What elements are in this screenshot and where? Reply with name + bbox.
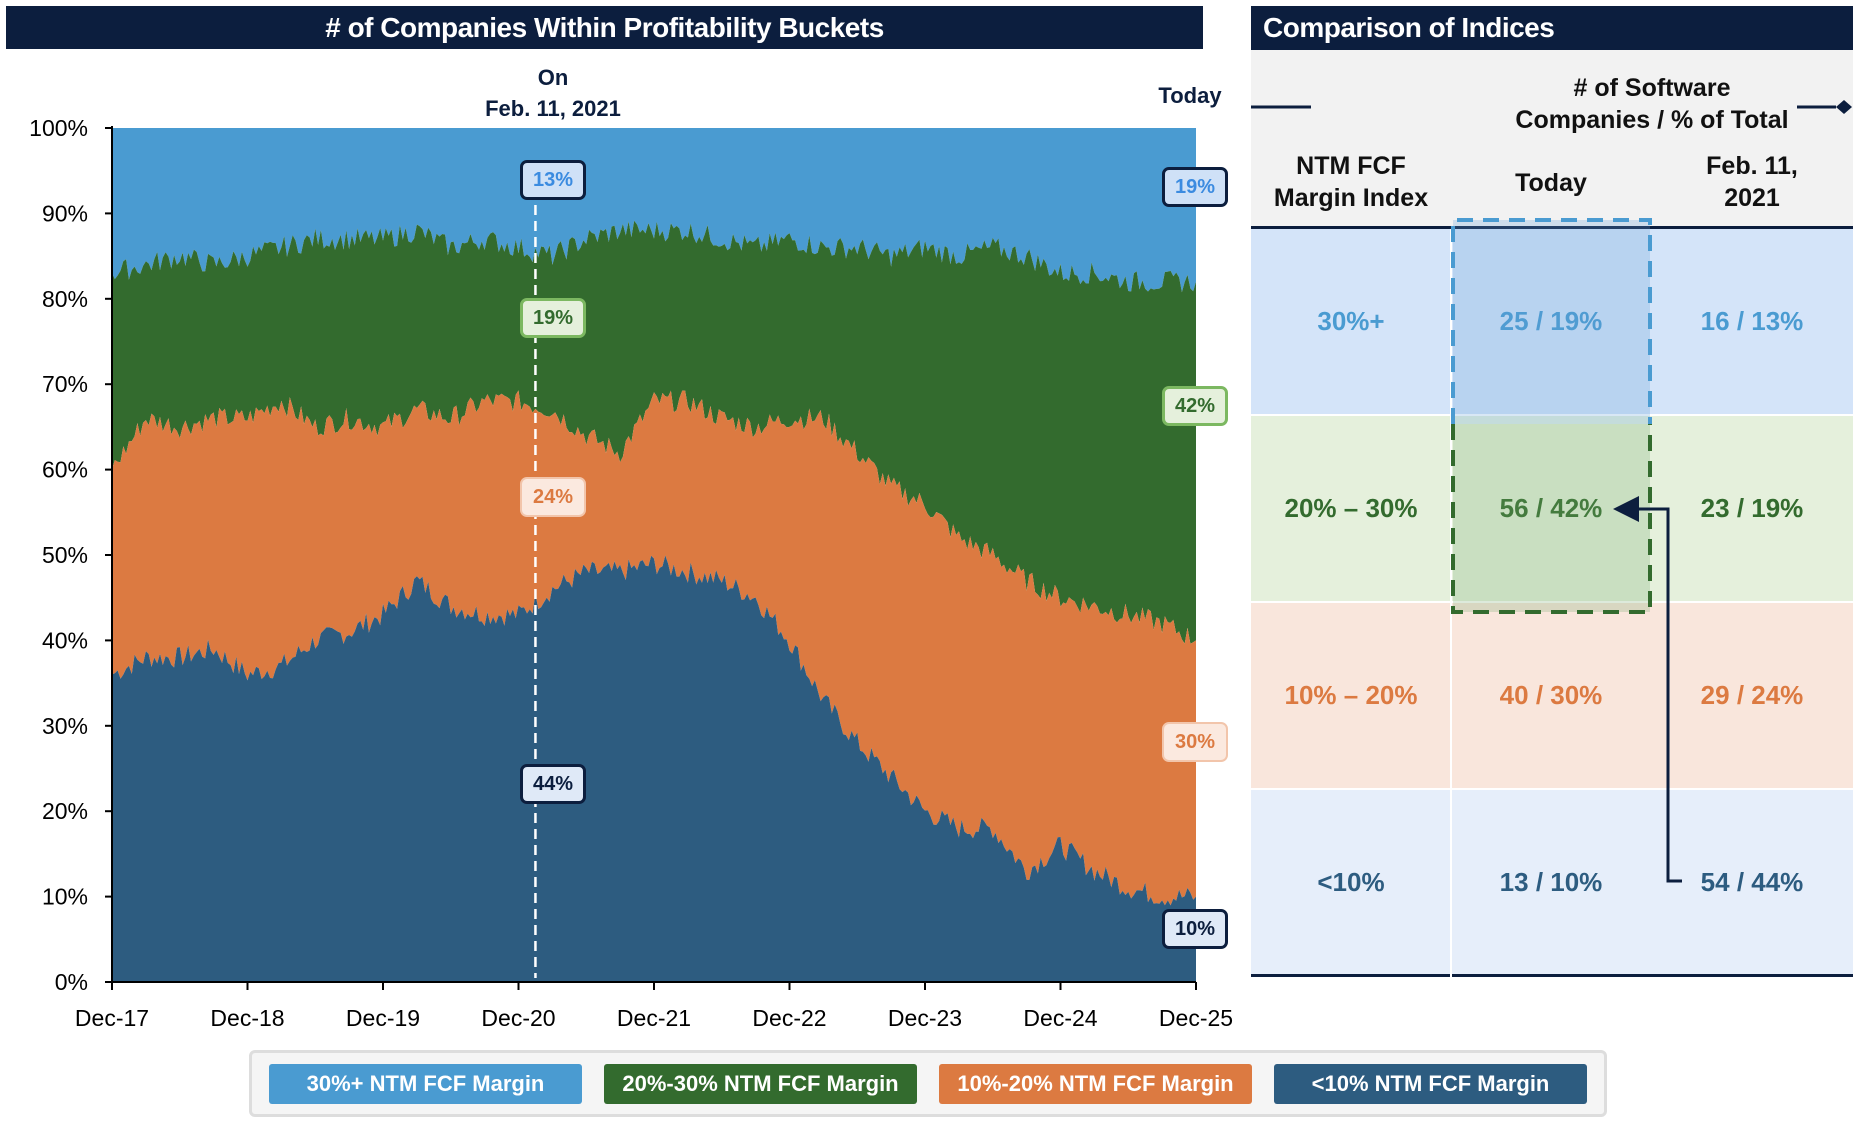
group-header-bracket [1251,100,1852,114]
connector-arrow-line [1636,507,1682,883]
table-row: <10% 13 / 10% 54 / 44% [1251,788,1853,977]
x-tick-label: Dec-18 [210,1005,284,1031]
row-label: 10% – 20% [1284,680,1418,710]
group-header: # of Software Companies / % of Total [1451,72,1853,136]
x-tick-label: Dec-24 [1023,1005,1097,1031]
row-today: 56 / 42% [1451,416,1651,601]
col-header-feb2021: Feb. 11, 2021 [1651,150,1853,214]
table-row: 10% – 20% 40 / 30% 29 / 24% [1251,601,1853,788]
legend-item-20-30: 20%-30% NTM FCF Margin [604,1064,917,1104]
table-title: Comparison of Indices [1251,6,1853,50]
y-tick-label: 100% [29,115,88,141]
callout-today-lt10: 10% [1162,909,1228,949]
x-tick-label: Dec-19 [346,1005,420,1031]
x-tick-label: Dec-23 [888,1005,962,1031]
table-row: 20% – 30% 56 / 42% 23 / 19% [1251,414,1853,601]
callout-today-20-30: 42% [1162,386,1228,426]
group-header-line1: # of Software [1573,74,1731,102]
y-tick-label: 40% [42,627,88,653]
col-header-today: Today [1515,169,1587,197]
y-tick-label: 30% [42,713,88,739]
x-tick-label: Dec-21 [617,1005,691,1031]
table-row: 30%+ 25 / 19% 16 / 13% [1251,227,1853,414]
legend-item-lt10: <10% NTM FCF Margin [1274,1064,1587,1104]
callout-today-10-20: 30% [1162,722,1228,762]
row-feb: 23 / 19% [1700,493,1804,523]
y-tick-label: 90% [42,200,88,226]
area-30plus [112,128,1196,293]
row-today: 25 / 19% [1451,229,1651,414]
stacked-area-chart: 0% 10% 20% 30% 40% 50% 60% 70% 80% 90% 100% Dec-17 D… [29,115,1233,1031]
y-tick-label: 0% [55,969,88,995]
y-tick-label: 80% [42,286,88,312]
y-tick-label: 60% [42,457,88,483]
y-tick-label: 20% [42,798,88,824]
row-label: <10% [1317,866,1385,897]
comparison-table: # of Software Companies / % of Total NTM… [1251,50,1853,977]
x-tick-label: Dec-22 [752,1005,826,1031]
x-tick-label: Dec-25 [1159,1005,1233,1031]
callout-feb-lt10: 44% [520,764,586,804]
arrow-head-icon [1613,496,1639,522]
row-label: 20% – 30% [1284,493,1418,523]
column-divider [1450,227,1452,977]
marker-annotation-line1: On [537,65,569,90]
y-tick-label: 50% [42,542,88,568]
callout-feb-30plus: 13% [520,160,586,200]
row-today: 13 / 10% [1499,866,1603,897]
callout-feb-10-20: 24% [520,477,586,517]
chart-title: # of Companies Within Profitability Buck… [6,6,1203,49]
legend: 30%+ NTM FCF Margin 20%-30% NTM FCF Marg… [249,1050,1607,1117]
highlight-box-green [1451,424,1652,614]
area-lt10 [112,555,1196,982]
legend-item-10-20: 10%-20% NTM FCF Margin [939,1064,1252,1104]
table-overlay [1251,100,1852,883]
row-feb: 29 / 24% [1700,680,1804,710]
today-annotation: Today [1158,83,1222,108]
legend-item-30plus: 30%+ NTM FCF Margin [269,1064,582,1104]
y-tick-label: 10% [42,884,88,910]
highlight-today-bottom [1453,424,1650,612]
area-20-30 [112,220,1196,644]
row-today: 40 / 30% [1499,680,1603,710]
marker-annotation: On Feb. 11, 2021 [483,62,623,124]
marker-annotation-line2: Feb. 11, 2021 [485,96,621,121]
callout-today-30plus: 19% [1162,167,1228,207]
callout-feb-20-30: 19% [520,298,586,338]
row-label: 30%+ [1317,306,1385,336]
area-10-20 [112,390,1196,906]
highlight-today-top [1453,220,1650,424]
table-header: # of Software Companies / % of Total NTM… [1251,50,1853,227]
x-tick-label: Dec-17 [75,1005,149,1031]
col-header-feb-line1: Feb. 11, [1706,152,1798,180]
x-tick-label: Dec-20 [481,1005,555,1031]
col-header-index: NTM FCF Margin Index [1251,150,1451,214]
col-header-index-line1: NTM FCF [1296,152,1406,180]
highlight-box-blue [1451,218,1652,424]
group-header-line2: Companies / % of Total [1515,106,1789,134]
col-header-index-line2: Margin Index [1273,184,1429,212]
y-tick-label: 70% [42,371,88,397]
row-feb: 16 / 13% [1700,306,1804,336]
row-feb: 54 / 44% [1700,866,1804,897]
header-rule [1251,226,1853,229]
col-header-feb-line2: 2021 [1724,184,1780,212]
